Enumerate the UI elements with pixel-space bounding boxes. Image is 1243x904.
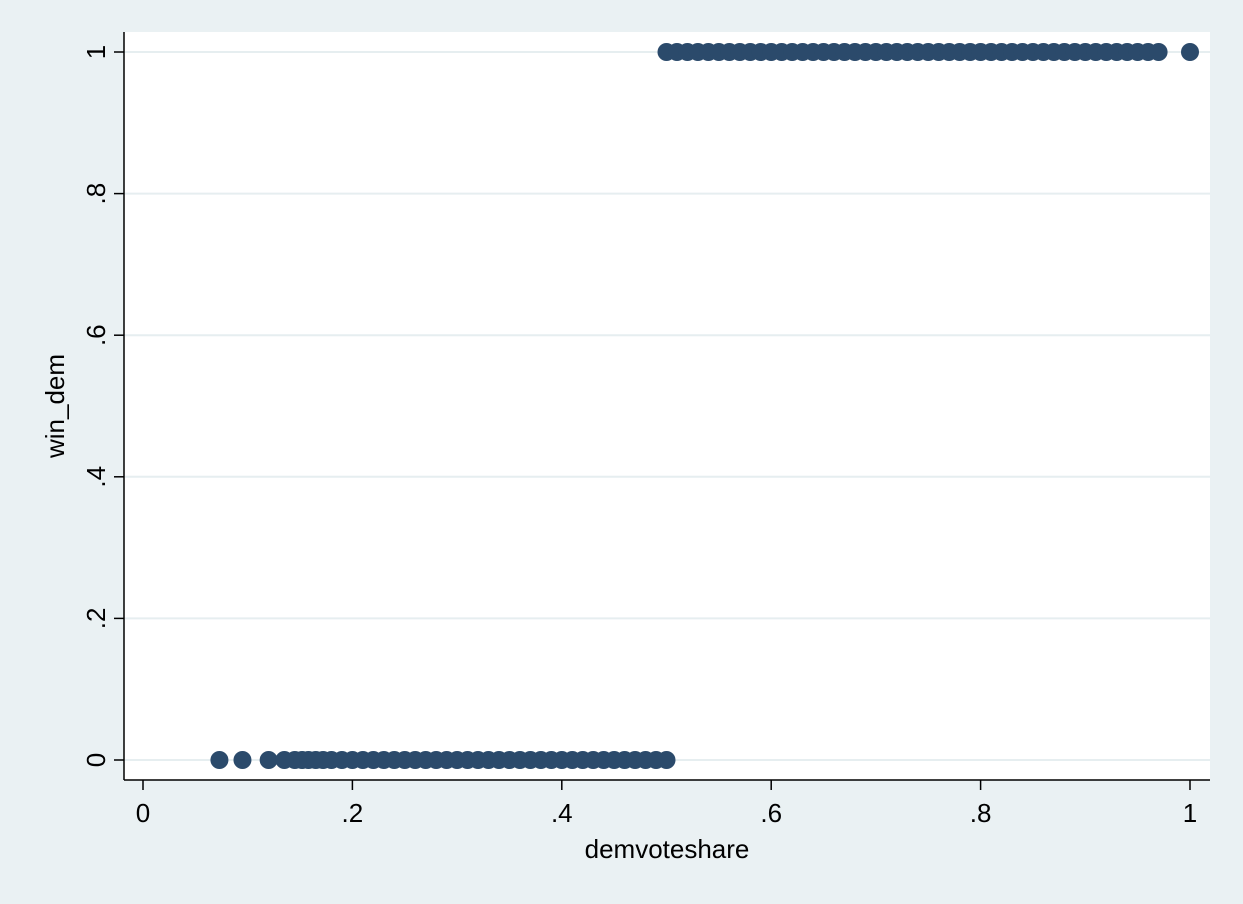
data-point	[233, 751, 252, 769]
data-point	[1149, 43, 1168, 61]
plot-area	[124, 32, 1210, 780]
y-tick-label-4: .8	[81, 183, 111, 205]
x-tick-label-3: .6	[760, 798, 782, 828]
y-tick-label-2: .4	[81, 466, 111, 488]
y-axis-title: win_dem	[40, 354, 70, 459]
x-axis-title: demvoteshare	[585, 834, 750, 864]
data-point	[657, 751, 676, 769]
data-point	[1181, 43, 1199, 61]
data-point	[259, 751, 278, 769]
y-tick-label-1: .2	[81, 608, 111, 630]
x-tick-label-5: 1	[1183, 798, 1197, 828]
data-points	[210, 43, 1199, 769]
x-tick-label-0: 0	[136, 798, 150, 828]
x-tick-label-2: .4	[551, 798, 573, 828]
y-tick-label-0: 0	[81, 753, 111, 767]
x-tick-label-4: .8	[970, 798, 992, 828]
y-axis-ticks: 0 .2 .4 .6 .8 1	[81, 45, 124, 767]
y-tick-label-5: 1	[81, 45, 111, 59]
data-point	[210, 751, 229, 769]
x-axis-ticks: 0 .2 .4 .6 .8 1	[136, 780, 1197, 828]
x-tick-label-1: .2	[342, 798, 364, 828]
y-tick-label-3: .6	[81, 324, 111, 346]
